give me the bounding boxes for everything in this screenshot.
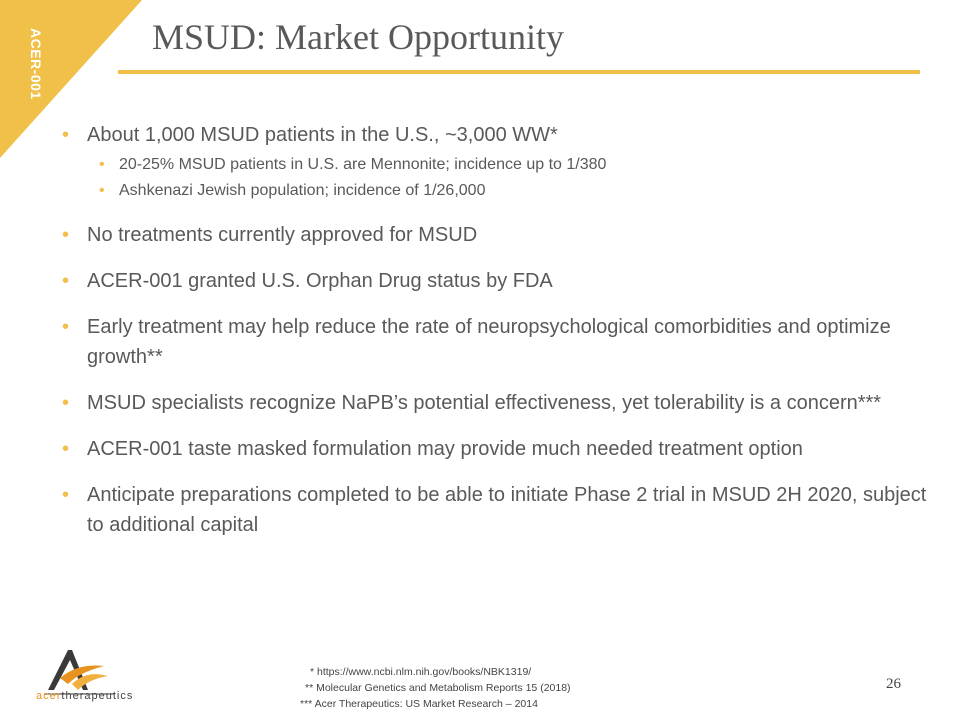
bullet-text: ACER-001 taste masked formulation may pr… <box>87 438 803 460</box>
bullet-list: About 1,000 MSUD patients in the U.S., ~… <box>62 120 932 556</box>
acer-logo-icon <box>44 650 114 695</box>
bullet-text: About 1,000 MSUD patients in the U.S., ~… <box>87 124 558 146</box>
reference-item: * https://www.ncbi.nlm.nih.gov/books/NBK… <box>310 666 532 678</box>
sub-bullet-item: Ashkenazi Jewish population; incidence o… <box>87 178 932 204</box>
bullet-item: About 1,000 MSUD patients in the U.S., ~… <box>62 120 932 204</box>
sub-bullet-list: 20-25% MSUD patients in U.S. are Mennoni… <box>87 152 932 204</box>
page-number: 26 <box>886 676 901 692</box>
bullet-text: ACER-001 granted U.S. Orphan Drug status… <box>87 270 553 292</box>
bullet-text: Anticipate preparations completed to be … <box>87 484 927 536</box>
references: * https://www.ncbi.nlm.nih.gov/books/NBK… <box>300 664 571 712</box>
bullet-item: Anticipate preparations completed to be … <box>62 480 932 540</box>
title-underline <box>118 70 920 74</box>
logo-wordmark-part1: acer <box>36 690 62 702</box>
bullet-text: No treatments currently approved for MSU… <box>87 224 478 246</box>
bullet-item: Early treatment may help reduce the rate… <box>62 312 932 372</box>
logo-wordmark-part2: therapeutics <box>61 690 134 702</box>
bullet-item: ACER-001 taste masked formulation may pr… <box>62 434 932 464</box>
bullet-item: MSUD specialists recognize NaPB’s potent… <box>62 388 932 418</box>
reference-item: ** Molecular Genetics and Metabolism Rep… <box>305 682 571 694</box>
bullet-text: MSUD specialists recognize NaPB’s potent… <box>87 392 882 414</box>
page-title: MSUD: Market Opportunity <box>152 17 564 57</box>
bullet-item: No treatments currently approved for MSU… <box>62 220 932 250</box>
sub-bullet-item: 20-25% MSUD patients in U.S. are Mennoni… <box>87 152 932 178</box>
corner-label: ACER-001 <box>28 28 44 100</box>
bullet-item: ACER-001 granted U.S. Orphan Drug status… <box>62 266 932 296</box>
bullet-text: Early treatment may help reduce the rate… <box>87 316 891 368</box>
reference-item: *** Acer Therapeutics: US Market Researc… <box>300 698 538 710</box>
logo-wordmark: acertherapeutics <box>36 690 133 702</box>
